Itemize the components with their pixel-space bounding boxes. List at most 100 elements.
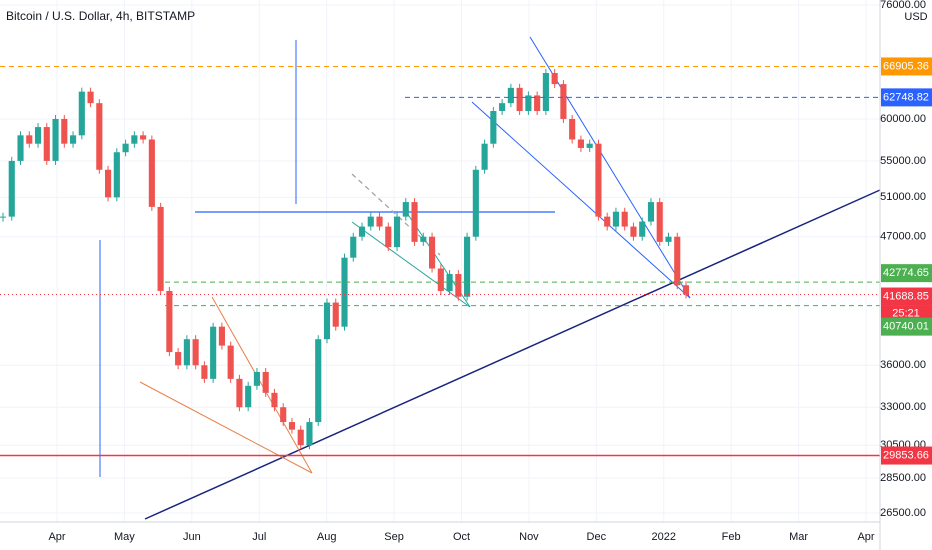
candle bbox=[630, 226, 637, 237]
candle bbox=[551, 73, 558, 85]
x-tick-label: Oct bbox=[453, 531, 470, 543]
candle bbox=[8, 160, 15, 217]
candle bbox=[358, 226, 366, 237]
candle bbox=[78, 91, 85, 136]
candle bbox=[604, 216, 611, 227]
price-label: 66905.36 bbox=[883, 60, 929, 72]
currency-label: USD bbox=[904, 11, 927, 23]
candle bbox=[534, 95, 541, 111]
price-label-box bbox=[881, 264, 932, 283]
candle bbox=[455, 274, 462, 297]
chart-title: Bitcoin / U.S. Dollar, 4h, BITSTAMP bbox=[6, 9, 195, 23]
price-label: 62748.82 bbox=[883, 91, 929, 103]
candle bbox=[69, 135, 77, 144]
candle bbox=[218, 326, 225, 346]
price-label-box bbox=[881, 88, 932, 107]
candle bbox=[332, 302, 339, 327]
candle bbox=[306, 422, 313, 446]
candle bbox=[341, 257, 348, 327]
candle bbox=[26, 135, 33, 144]
x-tick-label: Mar bbox=[789, 531, 808, 543]
candle bbox=[210, 326, 217, 379]
y-tick-label: 33000.00 bbox=[880, 401, 926, 413]
candle bbox=[464, 236, 471, 297]
price-label: 40740.01 bbox=[883, 321, 929, 333]
candle bbox=[43, 127, 50, 161]
countdown: 25:21 bbox=[892, 307, 920, 319]
price-lines bbox=[0, 65, 880, 457]
candle bbox=[96, 103, 103, 170]
candle bbox=[682, 285, 690, 295]
candle bbox=[420, 236, 427, 242]
candle bbox=[472, 169, 479, 237]
candle bbox=[595, 143, 602, 217]
candle bbox=[490, 110, 497, 144]
candle bbox=[621, 211, 628, 227]
price-label: 29853.66 bbox=[883, 449, 929, 461]
candle bbox=[262, 372, 269, 393]
candle bbox=[34, 127, 42, 144]
candle bbox=[560, 84, 567, 119]
y-tick-label: 76000.00 bbox=[880, 0, 926, 11]
price-label-box bbox=[881, 317, 932, 336]
candle bbox=[516, 87, 523, 111]
candle bbox=[17, 135, 24, 161]
candle bbox=[52, 118, 59, 161]
x-tick-label: Feb bbox=[722, 531, 741, 543]
x-tick-label: May bbox=[114, 531, 135, 543]
candle bbox=[542, 73, 549, 111]
candle bbox=[113, 152, 120, 198]
candle bbox=[192, 339, 199, 366]
candle bbox=[61, 118, 68, 144]
candle bbox=[227, 345, 234, 379]
x-tick-label: Jun bbox=[183, 531, 201, 543]
candle bbox=[122, 143, 129, 153]
candle bbox=[157, 206, 164, 291]
candle bbox=[586, 143, 593, 148]
candle bbox=[428, 236, 436, 269]
trend-line bbox=[144, 189, 881, 520]
candle bbox=[131, 135, 138, 144]
y-tick-label: 60000.00 bbox=[880, 113, 926, 125]
candle bbox=[297, 429, 304, 446]
price-label-box bbox=[881, 57, 932, 76]
trend-line bbox=[211, 296, 313, 474]
candle bbox=[140, 135, 147, 140]
time-axis bbox=[0, 522, 880, 550]
candle bbox=[437, 268, 444, 291]
candle bbox=[577, 139, 584, 148]
candle bbox=[148, 139, 155, 207]
grid bbox=[0, 0, 880, 522]
candle bbox=[236, 378, 243, 408]
candle bbox=[402, 202, 409, 217]
y-tick-label: 47000.00 bbox=[880, 231, 926, 243]
trend-line bbox=[471, 101, 691, 299]
x-tick-label: Aug bbox=[317, 531, 337, 543]
candles bbox=[0, 69, 690, 450]
y-tick-label: 55000.00 bbox=[880, 155, 926, 167]
candle bbox=[665, 236, 672, 242]
axes: 26500.0028500.0030500.0033000.0036000.00… bbox=[48, 0, 932, 543]
x-tick-label: Dec bbox=[587, 531, 607, 543]
x-tick-label: Sep bbox=[384, 531, 404, 543]
candle bbox=[288, 422, 296, 430]
candle bbox=[612, 211, 620, 227]
candle bbox=[166, 290, 173, 353]
y-tick-label: 51000.00 bbox=[880, 191, 926, 203]
candle bbox=[367, 216, 374, 227]
x-tick-label: Apr bbox=[48, 531, 65, 543]
price-label-box bbox=[881, 287, 932, 306]
candle bbox=[245, 385, 252, 408]
y-tick-label: 36000.00 bbox=[880, 359, 926, 371]
candle bbox=[411, 202, 418, 242]
candle bbox=[507, 87, 514, 104]
x-tick-label: Apr bbox=[857, 531, 874, 543]
price-label-box bbox=[881, 446, 932, 465]
candle bbox=[376, 216, 383, 227]
candle bbox=[499, 103, 506, 111]
candle bbox=[0, 216, 7, 218]
x-tick-label: Jul bbox=[252, 531, 266, 543]
candle bbox=[385, 226, 392, 248]
candle bbox=[446, 274, 453, 291]
